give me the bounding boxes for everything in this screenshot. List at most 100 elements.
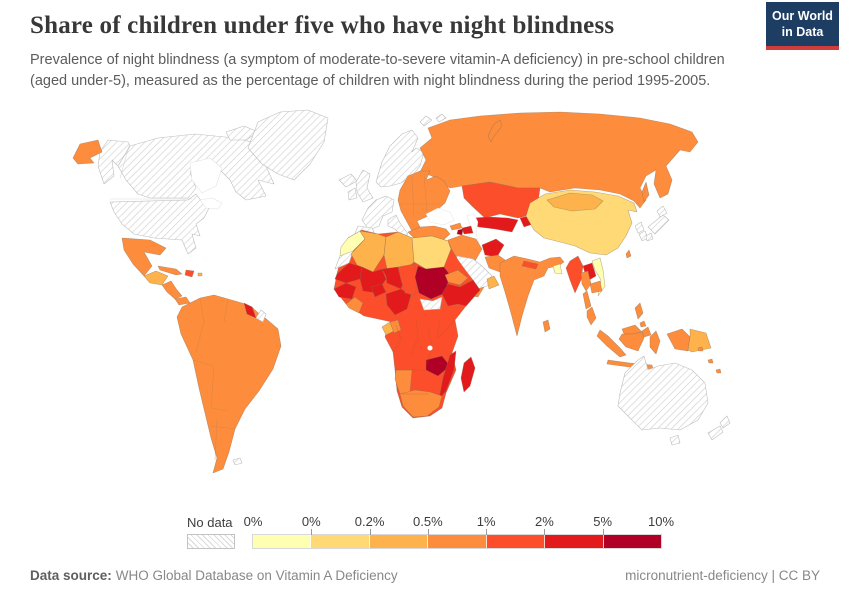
- map-region-falklands[interactable]: [232, 457, 243, 466]
- owid-logo-stripe: [766, 45, 839, 50]
- map-region-france-germany[interactable]: [361, 195, 395, 231]
- map-region-west-new-guinea[interactable]: [666, 328, 691, 352]
- legend-band-1[interactable]: [311, 535, 370, 548]
- legend-band-6[interactable]: [603, 535, 661, 548]
- map-region-afghanistan[interactable]: [481, 238, 505, 258]
- legend-tick-label: 0.5%: [413, 514, 443, 529]
- map-region-zambia[interactable]: [425, 355, 451, 377]
- legend-band-4[interactable]: [486, 535, 546, 548]
- map-region-svalbard[interactable]: [419, 115, 433, 127]
- map-region-nz-north[interactable]: [719, 415, 731, 429]
- map-region-georgia[interactable]: [449, 222, 463, 231]
- map-region-nepal[interactable]: [521, 260, 539, 270]
- map-region-mexico[interactable]: [121, 237, 167, 277]
- map-region-pacific-island1[interactable]: [697, 346, 704, 352]
- great-lakes: [199, 197, 223, 210]
- map-region-arctic-islands[interactable]: [225, 125, 259, 141]
- license-note[interactable]: micronutrient-deficiency | CC BY: [625, 568, 820, 583]
- map-region-oman[interactable]: [486, 275, 500, 290]
- map-region-egypt[interactable]: [411, 235, 452, 270]
- map-region-guatemala-honduras[interactable]: [143, 270, 169, 286]
- map-region-north-korea[interactable]: [634, 221, 645, 234]
- map-region-south-sudan[interactable]: [419, 296, 443, 311]
- map-region-luzon[interactable]: [634, 302, 644, 320]
- map-region-tasmania[interactable]: [669, 434, 681, 446]
- map-region-thailand-peninsula[interactable]: [582, 290, 592, 310]
- legend-tick-label: 5%: [593, 514, 613, 529]
- legend-tick-label: 0%: [243, 514, 263, 529]
- map-region-novaya-zemlya[interactable]: [487, 119, 503, 143]
- map-region-eritrea-djibouti[interactable]: [444, 269, 469, 286]
- map-region-cuba[interactable]: [157, 265, 183, 276]
- map-region-myanmar[interactable]: [565, 255, 584, 294]
- map-region-malaysia-peninsula[interactable]: [586, 306, 597, 326]
- legend-tick-label: 0.2%: [354, 514, 385, 529]
- map-region-papua-new-guinea[interactable]: [687, 328, 712, 353]
- map-region-nz-south[interactable]: [707, 425, 724, 441]
- map-region-ireland[interactable]: [347, 187, 358, 201]
- eastern-europe-borders: [400, 173, 442, 219]
- map-region-greenland[interactable]: [247, 109, 329, 181]
- map-region-puerto-rico[interactable]: [197, 272, 203, 277]
- legend-tick-mark: [369, 529, 371, 535]
- map-region-burkina-faso[interactable]: [370, 283, 387, 298]
- legend-no-data-swatch[interactable]: [187, 534, 235, 549]
- map-region-mindanao[interactable]: [641, 326, 652, 338]
- map-region-south-america[interactable]: [176, 294, 282, 474]
- map-region-armenia[interactable]: [456, 228, 464, 236]
- map-region-taiwan[interactable]: [625, 249, 632, 259]
- map-region-bangladesh[interactable]: [552, 263, 563, 275]
- map-region-japan-hokkaido[interactable]: [656, 205, 668, 218]
- map-region-senegal-guinea[interactable]: [333, 282, 357, 300]
- map-region-sakhalin[interactable]: [641, 181, 650, 203]
- map-region-mozambique[interactable]: [438, 350, 457, 400]
- map-region-pacific-island3[interactable]: [715, 368, 722, 374]
- map-region-united-kingdom[interactable]: [355, 169, 374, 203]
- map-region-alaska[interactable]: [97, 139, 131, 185]
- map-region-suriname[interactable]: [255, 309, 267, 323]
- map-region-scandinavia[interactable]: [375, 129, 425, 188]
- legend-tick-label: 2%: [535, 514, 554, 529]
- legend-tick-label: 1%: [476, 514, 496, 529]
- legend-band-5[interactable]: [545, 535, 604, 548]
- map-region-cambodia[interactable]: [589, 280, 603, 294]
- map-region-kalimantan[interactable]: [618, 331, 645, 352]
- map-region-south-africa[interactable]: [399, 389, 443, 418]
- owid-logo[interactable]: Our World in Data: [766, 2, 839, 50]
- map-region-chukotka[interactable]: [72, 139, 103, 165]
- map-region-svalbard2[interactable]: [435, 113, 447, 123]
- owid-logo-line1: Our World: [772, 9, 833, 23]
- map-region-australia[interactable]: [617, 355, 709, 431]
- map-region-thailand[interactable]: [580, 270, 592, 292]
- map-region-sumatra[interactable]: [596, 329, 627, 358]
- owid-logo-box: Our World in Data: [766, 2, 839, 46]
- map-region-ethiopia-somalia[interactable]: [441, 279, 481, 307]
- legend-band-2[interactable]: [369, 535, 429, 548]
- map-region-congo[interactable]: [389, 319, 402, 334]
- map-region-sulawesi[interactable]: [649, 330, 661, 355]
- map-region-hispaniola[interactable]: [184, 269, 195, 278]
- map-region-nigeria[interactable]: [385, 288, 412, 316]
- map-region-pacific-island2[interactable]: [707, 358, 714, 364]
- map-region-madagascar[interactable]: [460, 356, 476, 393]
- map-region-sierra-leone-liberia[interactable]: [345, 296, 364, 314]
- map-region-chad[interactable]: [397, 263, 419, 296]
- legend-tick-label: 0%: [301, 514, 321, 529]
- map-region-nicaragua-costa-rica[interactable]: [161, 280, 183, 300]
- data-source-value: WHO Global Database on Vitamin A Deficie…: [115, 568, 398, 583]
- map-region-japan-honshu[interactable]: [647, 214, 670, 235]
- legend-band-3[interactable]: [428, 535, 487, 548]
- us-canada-border: [110, 145, 192, 200]
- map-region-azerbaijan[interactable]: [461, 225, 474, 235]
- map-region-visayas[interactable]: [639, 320, 647, 328]
- map-region-india[interactable]: [499, 255, 565, 337]
- chart-footer: Data source: WHO Global Database on Vitam…: [30, 568, 820, 583]
- legend-band-0[interactable]: [253, 535, 312, 548]
- map-region-iceland[interactable]: [338, 173, 358, 188]
- map-region-uzbekistan-turkmenistan[interactable]: [470, 216, 519, 233]
- map-region-united-states[interactable]: [109, 193, 211, 255]
- map-region-sri-lanka[interactable]: [542, 319, 551, 333]
- map-region-mongolia[interactable]: [546, 192, 604, 212]
- map-region-japan-kyushu[interactable]: [645, 232, 654, 242]
- map-region-eastern-europe[interactable]: [397, 170, 451, 234]
